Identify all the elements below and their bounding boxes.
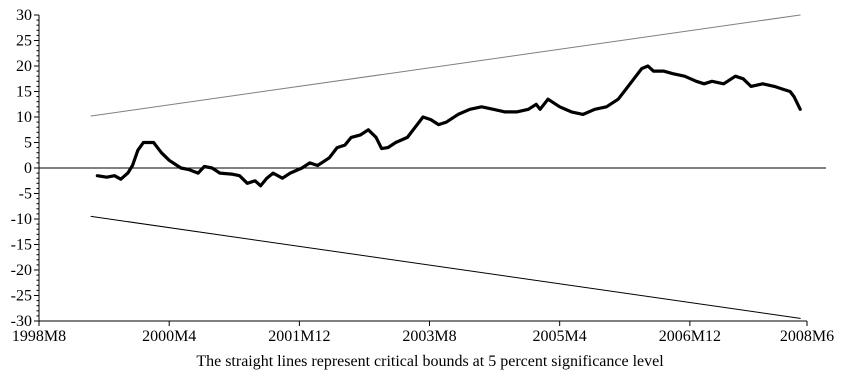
y-axis-ticks: 30 25 20 15 10 5 0 -5 -10 -15 -20 -25 -30 <box>11 7 39 330</box>
y-tick-label: -25 <box>11 288 32 305</box>
y-tick-label: -15 <box>11 237 32 254</box>
x-tick-label: 1998M8 <box>12 328 66 345</box>
critical-bounds <box>90 14 801 319</box>
x-tick-label: 2001M12 <box>268 328 330 345</box>
chart-caption: The straight lines represent critical bo… <box>196 353 664 370</box>
y-tick-label: -30 <box>11 313 32 330</box>
y-tick-label: -10 <box>11 211 32 228</box>
x-tick-label: 2000M4 <box>142 328 196 345</box>
y-tick-label: -5 <box>19 186 32 203</box>
lower-bound-line <box>90 215 801 319</box>
x-axis-ticks: 1998M8 2000M4 2001M12 2003M8 2005M4 2006M12 20… <box>12 321 834 345</box>
y-tick-label: -20 <box>11 262 32 279</box>
y-tick-label: 30 <box>16 7 32 24</box>
statistic-series <box>95 64 802 188</box>
y-tick-label: 15 <box>16 84 32 101</box>
y-tick-label: 5 <box>24 135 32 152</box>
x-tick-label: 2005M4 <box>533 328 587 345</box>
x-tick-label: 2006M12 <box>659 328 721 345</box>
x-tick-label: 2008M6 <box>780 328 834 345</box>
upper-bound-line <box>90 14 801 117</box>
y-tick-label: 25 <box>16 33 32 50</box>
x-tick-label: 2003M8 <box>402 328 456 345</box>
statistic-line <box>95 64 802 188</box>
y-tick-label: 20 <box>16 58 32 75</box>
y-tick-label: 10 <box>16 109 32 126</box>
y-tick-label: 0 <box>24 160 32 177</box>
